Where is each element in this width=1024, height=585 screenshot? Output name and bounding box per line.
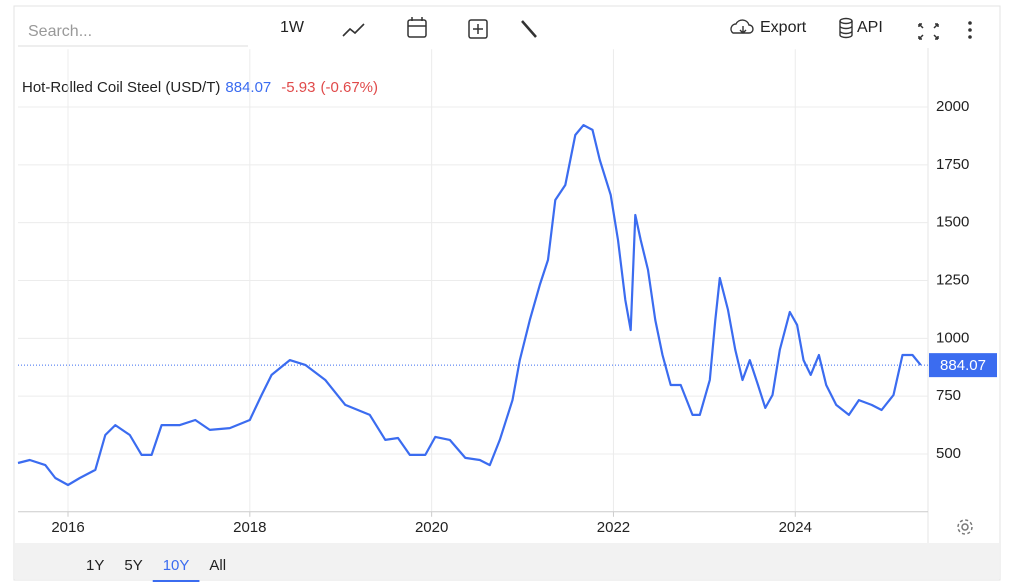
price-line [17, 124, 922, 487]
y-tick-label: 750 [936, 387, 961, 404]
search-input[interactable]: Search... [28, 23, 92, 40]
export-button[interactable]: Export [760, 19, 807, 36]
gear-icon[interactable] [957, 519, 973, 535]
calendar-icon[interactable] [407, 17, 427, 38]
api-button[interactable]: API [857, 19, 883, 36]
export-icon[interactable] [730, 19, 754, 34]
y-tick-label: 1000 [936, 329, 969, 346]
y-tick-label: 1750 [936, 156, 969, 173]
range-button[interactable]: All [209, 557, 226, 574]
range-button[interactable]: 10Y [163, 557, 190, 574]
interval-button[interactable]: 1W [280, 19, 305, 36]
change-percent: (-0.67%) [320, 79, 378, 96]
last-value: 884.07 [225, 79, 271, 96]
y-tick-label: 2000 [936, 98, 969, 115]
range-button[interactable]: 5Y [124, 557, 142, 574]
last-value-axis-label: 884.07 [940, 357, 986, 374]
frame [13, 5, 1001, 581]
x-tick-label: 2024 [779, 519, 812, 536]
chart-title: Hot-Rolled Coil Steel (USD/T) [22, 79, 220, 96]
settings-tool-icon[interactable] [521, 20, 537, 38]
compare-icon[interactable] [468, 19, 488, 39]
x-tick-label: 2022 [597, 519, 630, 536]
last-value-box [929, 353, 997, 378]
x-tick-label: 2018 [233, 519, 266, 536]
chart-type-icon[interactable] [342, 23, 365, 37]
range-button[interactable]: 1Y [86, 557, 104, 574]
y-tick-label: 500 [936, 445, 961, 462]
x-tick-label: 2020 [415, 519, 448, 536]
range-bar [15, 543, 999, 579]
fullscreen-icon[interactable] [918, 23, 939, 40]
menu-icon[interactable] [968, 21, 972, 39]
y-tick-label: 1250 [936, 271, 969, 288]
api-icon[interactable] [839, 17, 853, 39]
y-tick-label: 1500 [936, 214, 969, 231]
change: -5.93 [281, 79, 315, 96]
x-tick-label: 2016 [51, 519, 84, 536]
